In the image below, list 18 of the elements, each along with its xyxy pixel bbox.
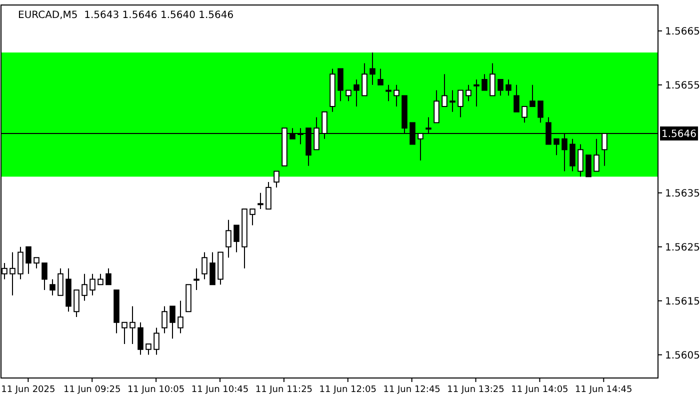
x-tick-label: 11 Jun 12:05 — [319, 385, 376, 395]
x-tick-label: 11 Jun 14:45 — [575, 385, 632, 395]
y-tick-label: 1.5625 — [665, 242, 700, 254]
x-tick-label: 11 Jun 10:05 — [127, 385, 185, 395]
x-tick-label: 11 Jun 11:25 — [255, 385, 313, 395]
x-tick-label: 11 Jun 13:25 — [447, 385, 504, 395]
y-tick-label: 1.5635 — [665, 188, 700, 200]
y-tick-label: 1.5665 — [665, 26, 700, 38]
y-tick-label: 1.5605 — [665, 350, 700, 362]
x-tick-label: 11 Jun 14:05 — [511, 385, 568, 395]
y-tick-label: 1.5655 — [665, 80, 700, 92]
ref-line-label: 1.5646 — [662, 128, 696, 140]
y-tick-label: 1.5615 — [665, 296, 700, 308]
x-tick-label: 11 Jun 10:45 — [191, 385, 249, 395]
x-tick-label: 11 Jun 2025 — [1, 385, 56, 395]
x-tick-label: 11 Jun 12:45 — [383, 385, 440, 395]
x-tick-label: 11 Jun 09:25 — [64, 385, 121, 395]
text: EURCAD,M5 1.5643 1.5646 1.5640 1.5646 — [18, 10, 234, 21]
